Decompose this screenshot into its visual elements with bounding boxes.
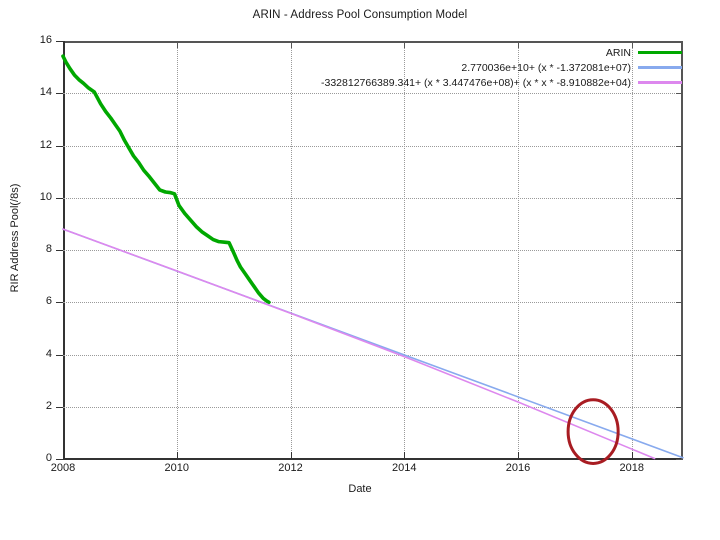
legend-color-swatch xyxy=(638,51,682,54)
x-axis-tick-top xyxy=(518,41,520,48)
legend-label: -332812766389.341+ (x * 3.447476e+08)+ (… xyxy=(321,76,631,89)
x-axis-tick-top xyxy=(404,41,406,48)
gridline-horizontal xyxy=(63,302,683,304)
gridline-vertical xyxy=(290,41,292,459)
x-axis-tick-label: 2014 xyxy=(392,462,417,474)
gridline-horizontal xyxy=(63,145,683,147)
y-axis-tick-label: 0 xyxy=(45,452,52,464)
x-axis-tick xyxy=(518,452,520,459)
gridline-horizontal xyxy=(63,354,683,356)
legend-entry: 2.770036e+10+ (x * -1.372081e+07) xyxy=(230,60,682,75)
legend-entry: ARIN xyxy=(230,45,682,60)
gridline-horizontal xyxy=(63,406,683,408)
y-axis-tick xyxy=(56,302,63,304)
y-axis-tick xyxy=(56,197,63,199)
y-axis-tick-right xyxy=(676,145,683,147)
gridline-vertical xyxy=(631,41,633,459)
y-axis-tick-right xyxy=(676,197,683,199)
x-axis-tick-label: 2010 xyxy=(164,462,189,474)
legend-color-swatch xyxy=(638,81,682,84)
plot-frame-top xyxy=(63,41,683,43)
chart-legend: ARIN 2.770036e+10+ (x * -1.372081e+07) -33… xyxy=(230,45,682,90)
y-axis-tick xyxy=(56,406,63,408)
y-axis-tick xyxy=(56,145,63,147)
y-axis-tick-label: 6 xyxy=(45,295,52,308)
x-axis-tick xyxy=(631,452,633,459)
gridline-horizontal xyxy=(63,250,683,251)
gridline-horizontal xyxy=(63,197,683,199)
x-axis-tick xyxy=(176,452,178,459)
y-axis-tick-label: 4 xyxy=(45,347,52,360)
gridline-horizontal xyxy=(63,93,683,95)
gridline-vertical xyxy=(518,41,520,459)
x-axis-tick xyxy=(290,452,292,459)
x-axis-tick-top xyxy=(176,41,178,48)
y-axis-tick-label: 10 xyxy=(39,190,52,203)
y-axis-tick-label: 14 xyxy=(39,86,52,99)
plot-frame-bottom xyxy=(63,458,683,460)
y-axis-tick-right xyxy=(676,406,683,408)
y-axis-tick-right xyxy=(676,93,683,95)
legend-entry: -332812766389.341+ (x * 3.447476e+08)+ (… xyxy=(230,75,682,90)
y-axis-tick xyxy=(56,250,63,251)
y-axis-tick xyxy=(56,93,63,95)
x-axis-tick xyxy=(63,452,64,459)
gridline-vertical xyxy=(176,41,178,459)
legend-label: 2.770036e+10+ (x * -1.372081e+07) xyxy=(461,61,631,74)
y-axis-tick-right xyxy=(676,250,683,251)
x-axis-tick-label: 2008 xyxy=(50,462,76,474)
y-axis-tick-label: 2 xyxy=(45,399,52,412)
chart-title: ARIN - Address Pool Consumption Model xyxy=(252,9,468,21)
y-axis-tick-label: 8 xyxy=(45,243,52,255)
y-axis-tick xyxy=(56,459,63,460)
y-axis-label: RIR Address Pool(/8s) xyxy=(9,183,21,293)
legend-label: ARIN xyxy=(605,46,631,59)
y-axis-tick-label: 12 xyxy=(39,138,52,151)
x-axis-tick-top xyxy=(631,41,633,48)
x-axis-tick-label: 2016 xyxy=(505,462,531,474)
x-axis-tick-label: 2012 xyxy=(278,462,303,474)
plot-area xyxy=(63,41,683,460)
y-axis-tick-right xyxy=(676,354,683,356)
y-axis-tick xyxy=(56,354,63,356)
y-axis-tick-label: 16 xyxy=(39,34,52,46)
x-axis-tick-label: 2018 xyxy=(619,462,645,474)
gridline-vertical xyxy=(404,41,406,459)
x-axis-label: Date xyxy=(348,483,372,495)
x-axis-tick xyxy=(404,452,406,459)
legend-color-swatch xyxy=(638,66,682,69)
y-axis-tick xyxy=(56,41,63,42)
y-axis-tick-right xyxy=(676,302,683,304)
y-axis-tick-right xyxy=(676,41,683,42)
y-axis-tick-right xyxy=(676,459,683,460)
x-axis-tick-top xyxy=(290,41,292,48)
